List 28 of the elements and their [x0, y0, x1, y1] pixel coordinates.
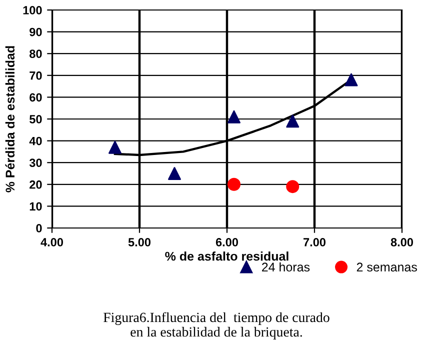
- y-tick-label: 0: [36, 224, 42, 232]
- x-tick-label: 7.00: [304, 238, 326, 246]
- point: [168, 166, 182, 180]
- point: [344, 73, 358, 86]
- point: [227, 178, 241, 191]
- y-tick-label: 40: [29, 136, 42, 146]
- y-tick-label: 70: [30, 71, 42, 80]
- x-tick-label: 8.00: [390, 238, 414, 246]
- text: Figura6.Influencia del tiempo de curado en la estabilidad de la briqueta.: [104, 312, 330, 340]
- x-tick-label: 4.00: [40, 238, 64, 246]
- y-tick-label: 30: [29, 158, 42, 168]
- y-tick-label: 10: [30, 202, 42, 211]
- point: [286, 114, 300, 128]
- point: [108, 140, 122, 154]
- y-tick-label: 50: [30, 115, 42, 124]
- point: [227, 110, 241, 124]
- y-tick-label: 100: [23, 6, 42, 14]
- x-tick-label: 5.00: [128, 238, 151, 246]
- y-tick-label: 80: [30, 50, 42, 58]
- y-tick-label: 60: [30, 93, 42, 102]
- point: [286, 180, 300, 194]
- y-tick-label: 20: [30, 180, 42, 189]
- x-tick-label: 6.00: [216, 238, 238, 246]
- x-axis-title: % de asfalto residual: [165, 252, 288, 261]
- y-tick-label: 90: [30, 28, 42, 36]
- legend-label: 2 semanas: [356, 262, 417, 272]
- legend-label: 24 horas: [262, 262, 310, 272]
- y-axis-title: % Pérdida de estabilidad: [5, 46, 15, 192]
